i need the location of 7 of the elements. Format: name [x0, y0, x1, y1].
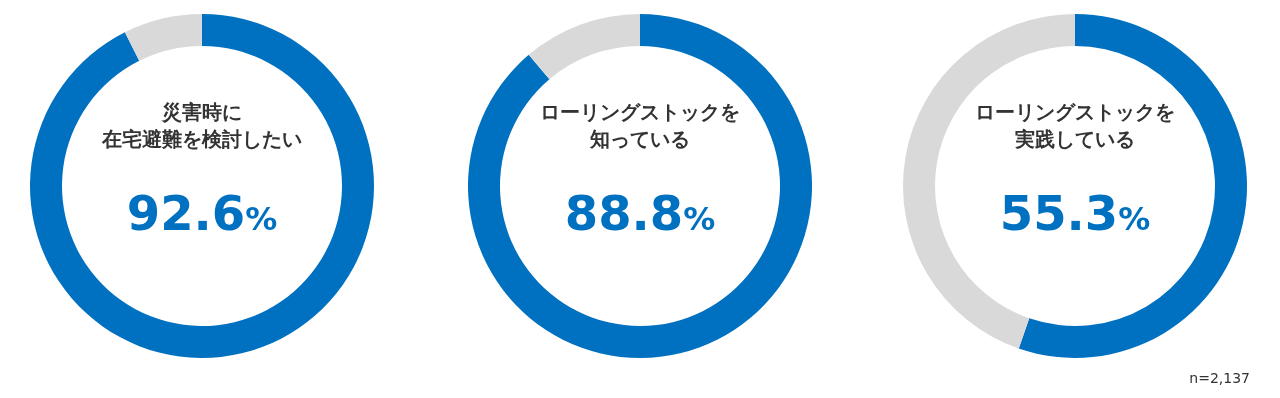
data-label: 88.8% [564, 185, 716, 241]
text: ローリングストックを知っている [540, 100, 740, 151]
data-label: 55.3% [999, 185, 1151, 241]
text: 災害時に在宅避難を検討したい [101, 100, 302, 151]
text: n=2,137 [1189, 370, 1250, 386]
data-label: 92.6% [126, 185, 278, 241]
text: ローリングストックを実践している [975, 100, 1175, 151]
